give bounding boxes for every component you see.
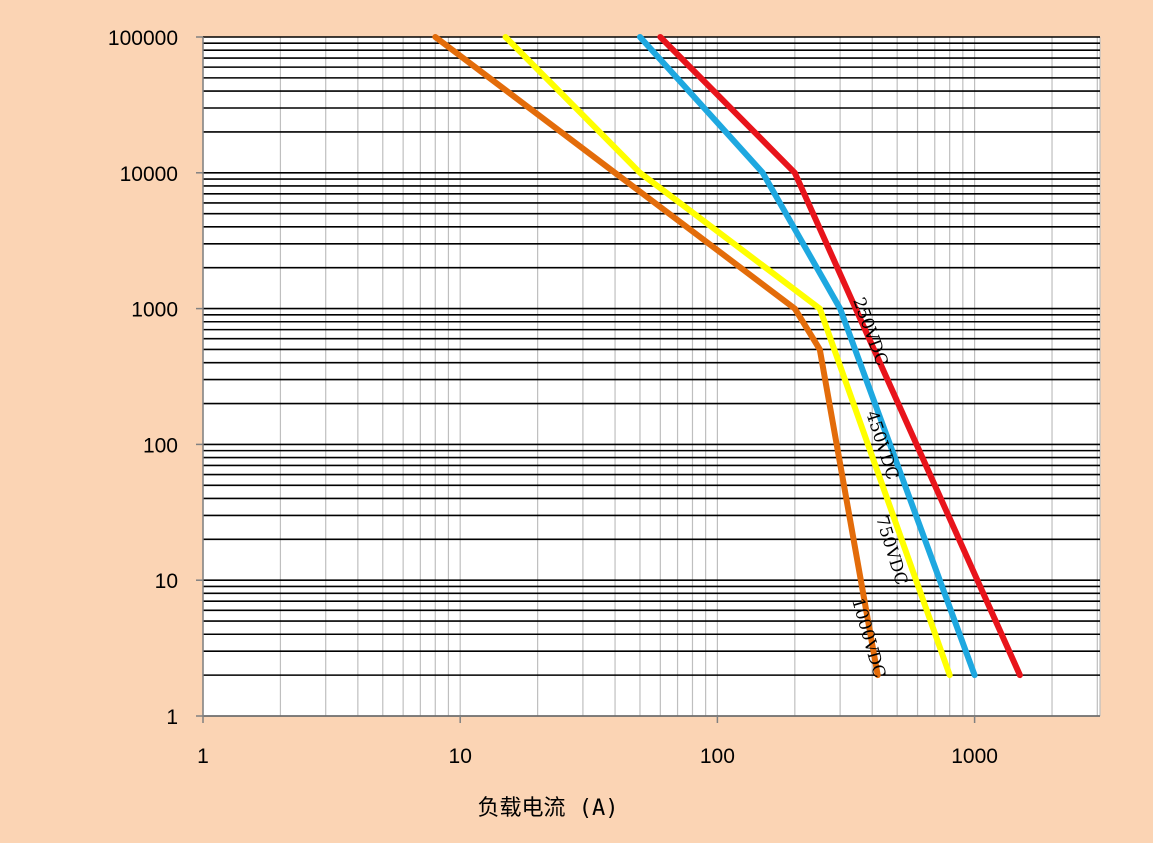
y-tick-label: 10000 <box>120 163 178 186</box>
y-tick-label: 10 <box>155 570 178 593</box>
series-lines <box>432 34 1023 679</box>
plot-area <box>203 37 1100 716</box>
x-axis-label: 负载电流 (A) <box>478 796 619 821</box>
y-tick-label: 100 <box>143 434 178 457</box>
axes <box>196 36 1100 723</box>
series-line-450vdc <box>637 34 978 679</box>
y-tick-label: 100000 <box>108 27 178 50</box>
series-line-1000vdc <box>432 34 881 679</box>
tick-labels: 1 10 100 1000 1 10 100 1000 10000 100000 <box>108 27 998 768</box>
x-tick-label: 100 <box>700 745 735 768</box>
y-tick-label: 1000 <box>131 299 178 322</box>
series-line-750vdc <box>502 34 953 679</box>
y-tick-label: 1 <box>166 706 178 729</box>
series-line-250vdc <box>657 34 1023 679</box>
x-tick-label: 10 <box>449 745 472 768</box>
x-tick-label: 1 <box>197 745 209 768</box>
x-tick-label: 1000 <box>951 745 998 768</box>
